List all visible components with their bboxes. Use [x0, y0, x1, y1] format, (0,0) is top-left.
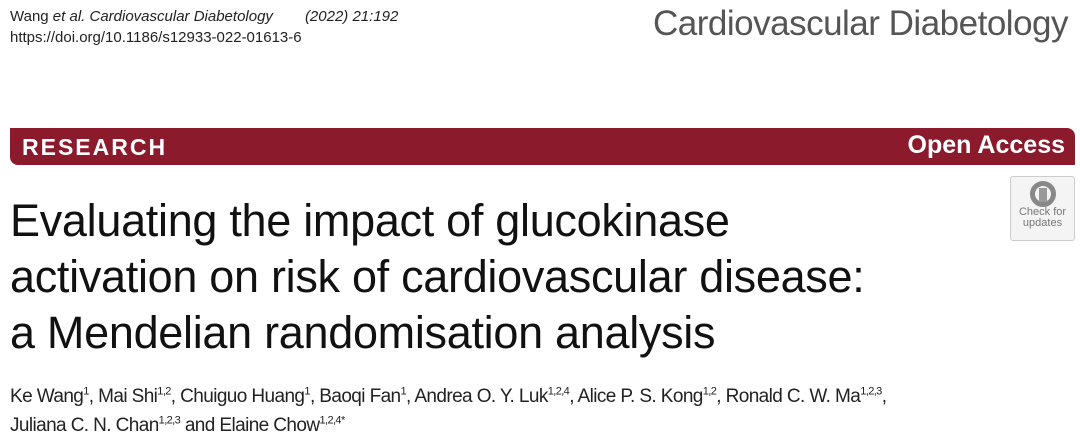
author[interactable]: Ke Wang1 — [10, 385, 89, 407]
title-line: Evaluating the impact of glucokinase — [10, 195, 730, 246]
author[interactable]: Mai Shi1,2 — [98, 385, 171, 407]
author[interactable]: Elaine Chow1,2,4* — [219, 414, 345, 436]
author[interactable]: Chuiguo Huang1 — [180, 385, 310, 407]
check-updates-line2: updates — [1022, 217, 1063, 229]
doi-link[interactable]: https://doi.org/10.1186/s12933-022-01613… — [10, 29, 302, 46]
author-list: Ke Wang1, Mai Shi1,2, Chuiguo Huang1, Ba… — [10, 385, 887, 436]
article-header: Wang et al. Cardiovascular Diabetology (2… — [10, 6, 398, 48]
journal-name: Cardiovascular Diabetology — [653, 4, 1069, 43]
header-authors: Wang — [10, 8, 53, 25]
author[interactable]: Ronald C. W. Ma1,2,3 — [725, 385, 883, 407]
title-line: a Mendelian randomisation analysis — [10, 307, 716, 358]
article-type: RESEARCH — [22, 134, 168, 160]
author[interactable]: Andrea O. Y. Luk1,2,4 — [414, 385, 570, 407]
header-citation: (2022) 21:192 — [304, 8, 399, 25]
check-updates-line1: Check for — [1018, 206, 1067, 218]
header-et-al: et al. — [52, 8, 86, 25]
open-access-label: Open Access — [907, 131, 1065, 159]
article-title: Evaluating the impact of glucokinase act… — [10, 193, 865, 361]
author[interactable]: Baoqi Fan1 — [319, 385, 407, 407]
bookmark-icon — [1029, 181, 1056, 207]
header-journal: Cardiovascular Diabetology — [89, 8, 273, 25]
check-for-updates-button[interactable]: Check for updates — [1010, 176, 1075, 241]
article-type-banner: RESEARCH Open Access — [10, 128, 1075, 165]
title-line: activation on risk of cardiovascular dis… — [10, 251, 865, 302]
author[interactable]: Alice P. S. Kong1,2 — [577, 385, 717, 407]
author[interactable]: Juliana C. N. Chan1,2,3 — [10, 414, 181, 436]
